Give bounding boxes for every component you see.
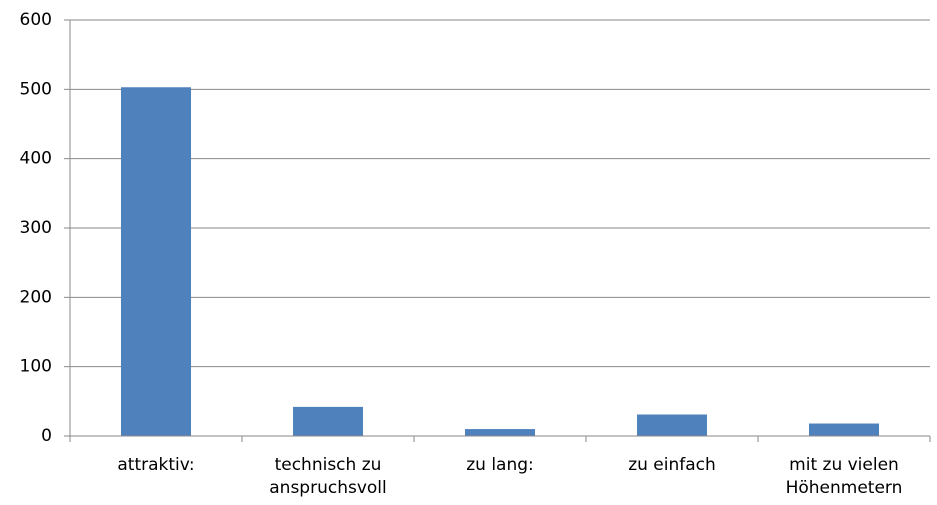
y-tick-label: 300 <box>20 218 52 238</box>
x-tick-label: zu einfach <box>628 455 716 475</box>
bar <box>809 423 879 436</box>
x-tick-label: mit zu vielen Höhenmetern <box>785 455 903 498</box>
x-tick-label: attraktiv: <box>117 455 195 475</box>
y-tick-label: 100 <box>20 357 52 377</box>
y-tick-label: 200 <box>20 287 52 307</box>
x-tick-label: zu lang: <box>466 455 534 475</box>
bar <box>465 429 535 436</box>
bar <box>293 406 363 436</box>
y-tick-label: 400 <box>20 149 52 169</box>
x-tick-label: technisch zu anspruchsvoll <box>269 455 387 498</box>
y-tick-label: 500 <box>20 79 52 99</box>
y-tick-label: 600 <box>20 10 52 30</box>
bar <box>121 87 191 437</box>
bar <box>637 414 707 436</box>
y-tick-label: 0 <box>41 426 52 446</box>
